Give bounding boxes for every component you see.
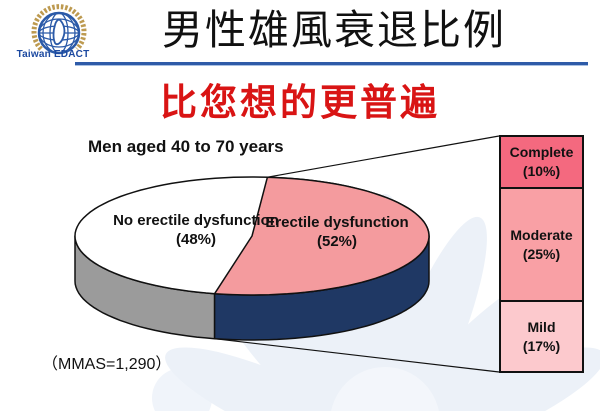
page-subtitle: 比您想的更普遍 <box>160 80 440 124</box>
callout-line-top <box>267 135 500 178</box>
globe-logo-icon <box>31 4 87 55</box>
slice-label-text: No erectile dysfunction <box>113 212 279 229</box>
breakdown-segment-moderate: Moderate (25%) <box>501 189 582 302</box>
slice-value-text: (48%) <box>175 230 216 248</box>
segment-label: Mild <box>527 318 556 335</box>
breakdown-segment-complete: Complete (10%) <box>501 137 582 189</box>
segment-value: (17%) <box>522 337 561 354</box>
callout-line-bottom <box>214 338 500 373</box>
sample-size-note: （MMAS=1,290） <box>42 356 172 373</box>
taiwan-island-icon <box>52 18 66 46</box>
logo-text: Taiwan EDACT <box>16 49 90 60</box>
ed-severity-breakdown-bar: Complete (10%) Moderate (25%) Mild (17%) <box>499 135 584 373</box>
slice-label-text: Erectile dysfunction <box>265 214 409 231</box>
segment-label: Moderate <box>510 226 573 243</box>
slice-label-no-ed: No erectile dysfunction (48%) <box>98 212 294 250</box>
segment-label: Complete <box>509 144 574 161</box>
chart-population-label: Men aged 40 to 70 years <box>88 137 284 156</box>
slice-label-ed: Erectile dysfunction (52%) <box>262 214 412 252</box>
title-underline <box>75 62 588 66</box>
logo-ring-text-arc <box>31 4 87 51</box>
breakdown-segment-mild: Mild (17%) <box>501 302 582 371</box>
page-title: 男性雄風衰退比例 <box>162 6 506 54</box>
segment-value: (25%) <box>522 245 561 262</box>
slice-value-text: (52%) <box>316 232 357 250</box>
pie-slice-ed <box>213 176 430 296</box>
segment-value: (10%) <box>522 163 561 179</box>
taiwan-edact-logo: Taiwan EDACT <box>8 4 98 66</box>
